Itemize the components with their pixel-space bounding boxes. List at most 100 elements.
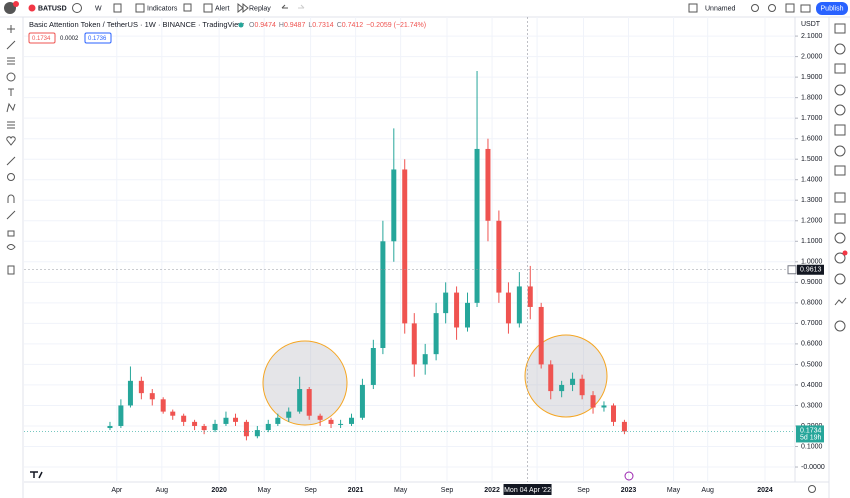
- y-tick-label: 1.5000: [801, 156, 823, 163]
- candle-body: [192, 421, 198, 426]
- candle-body: [516, 286, 522, 324]
- replay-button[interactable]: Replay: [249, 5, 271, 12]
- notifications-button[interactable]: [834, 252, 846, 264]
- measure-tool[interactable]: [6, 156, 16, 166]
- templates-button[interactable]: [183, 3, 192, 12]
- avatar[interactable]: [4, 2, 16, 14]
- alert-button[interactable]: Alert: [215, 5, 229, 12]
- zoom-tool[interactable]: [7, 173, 15, 181]
- y-tick-label: 0.1000: [801, 443, 823, 450]
- layouts-button[interactable]: [834, 320, 846, 332]
- candle-body: [149, 393, 155, 400]
- input-box[interactable]: [56, 32, 84, 44]
- crosshair-plus: [787, 265, 797, 275]
- settings-button[interactable]: [768, 4, 776, 12]
- fullscreen-button[interactable]: [785, 3, 795, 13]
- remove-tool[interactable]: [7, 265, 15, 275]
- crosshair-price-box: [797, 264, 824, 275]
- y-tick-label: 1.0000: [801, 259, 823, 266]
- indicators-button[interactable]: Indicators: [147, 5, 178, 12]
- screener-button[interactable]: [834, 297, 847, 306]
- ohlc-key: C: [337, 22, 342, 29]
- undo-button[interactable]: [281, 4, 288, 9]
- hide-tool[interactable]: [6, 244, 16, 250]
- redo-button[interactable]: [298, 4, 305, 9]
- watchlist-button[interactable]: [834, 23, 846, 34]
- scale-settings[interactable]: [808, 485, 816, 493]
- candle-body: [328, 419, 334, 424]
- icon-tool[interactable]: [6, 136, 16, 146]
- tv-logo: [30, 471, 43, 479]
- ideas-button[interactable]: [834, 145, 846, 157]
- pattern-tool[interactable]: [6, 102, 16, 113]
- bar-style-button[interactable]: [113, 3, 122, 13]
- highlight-circle: [262, 340, 348, 426]
- crosshair-tool[interactable]: [7, 25, 15, 33]
- layout-name[interactable]: Unnamed: [705, 5, 735, 12]
- data-window-button[interactable]: [834, 63, 846, 74]
- candle-body: [527, 286, 533, 307]
- account-button[interactable]: [834, 273, 846, 285]
- snapshot-button[interactable]: [800, 4, 811, 13]
- prediction-tool[interactable]: [7, 121, 15, 129]
- replay-icon: [237, 2, 249, 14]
- candle-body: [107, 425, 113, 429]
- y-tick-label: 1.6000: [801, 136, 823, 143]
- input-box[interactable]: [84, 32, 112, 44]
- market-status: [238, 22, 244, 28]
- y-tick-label: 0.3000: [801, 402, 823, 409]
- help-button[interactable]: [834, 232, 846, 244]
- candle-body: [433, 313, 439, 355]
- news-button[interactable]: [834, 124, 846, 136]
- badge: [13, 1, 19, 7]
- lock-tool[interactable]: [7, 230, 15, 237]
- right-toolbar: [828, 17, 848, 498]
- calendar-button[interactable]: [834, 104, 846, 116]
- text-tool[interactable]: [8, 88, 14, 96]
- stay-drawing-tool[interactable]: [6, 210, 16, 220]
- candle-body: [570, 378, 576, 385]
- candle-body: [243, 421, 249, 437]
- candle-body: [317, 415, 323, 420]
- x-tick-label: Aug: [701, 487, 714, 494]
- shapes-tool[interactable]: [6, 72, 16, 82]
- candle-body: [297, 389, 303, 412]
- compare-button[interactable]: [72, 3, 82, 13]
- candle-body: [579, 378, 585, 396]
- symbol[interactable]: BATUSD: [38, 5, 67, 12]
- hotlist-button[interactable]: [834, 84, 846, 96]
- y-tick-label: 0.7000: [801, 320, 823, 327]
- chat-button[interactable]: [834, 192, 846, 203]
- candle-body: [254, 430, 260, 437]
- crosshair-price: 0.9613: [800, 267, 822, 274]
- candle-body: [454, 292, 460, 328]
- candle-body: [370, 347, 376, 385]
- x-tick-label: 2020: [211, 487, 227, 494]
- candle-body: [127, 380, 133, 406]
- x-tick-label: May: [667, 487, 681, 494]
- ohlc-value: 0.9474: [254, 22, 276, 29]
- trendline-tool[interactable]: [6, 40, 16, 50]
- y-tick-label: -0.0000: [801, 464, 825, 471]
- y-tick-label: 1.9000: [801, 74, 823, 81]
- interval[interactable]: W: [95, 5, 102, 12]
- alerts-button[interactable]: [834, 43, 846, 55]
- y-tick-label: 1.8000: [801, 94, 823, 101]
- event-marker[interactable]: [624, 471, 634, 481]
- candle-body: [548, 364, 554, 392]
- candle-body: [611, 405, 617, 422]
- streams-button[interactable]: [834, 165, 846, 176]
- candle-body: [464, 302, 470, 328]
- pine-button[interactable]: [834, 213, 846, 224]
- candle-body: [422, 354, 428, 365]
- search-button[interactable]: [751, 4, 759, 12]
- fib-tool[interactable]: [7, 57, 15, 65]
- top-toolbar: BATUSD W Indicators Alert Replay Unnamed…: [0, 1, 850, 18]
- ohlc-value: 0.9487: [284, 22, 306, 29]
- magnet-tool[interactable]: [7, 194, 15, 203]
- input-box[interactable]: [28, 32, 56, 44]
- candle-body: [590, 395, 596, 408]
- publish-button[interactable]: [816, 2, 848, 15]
